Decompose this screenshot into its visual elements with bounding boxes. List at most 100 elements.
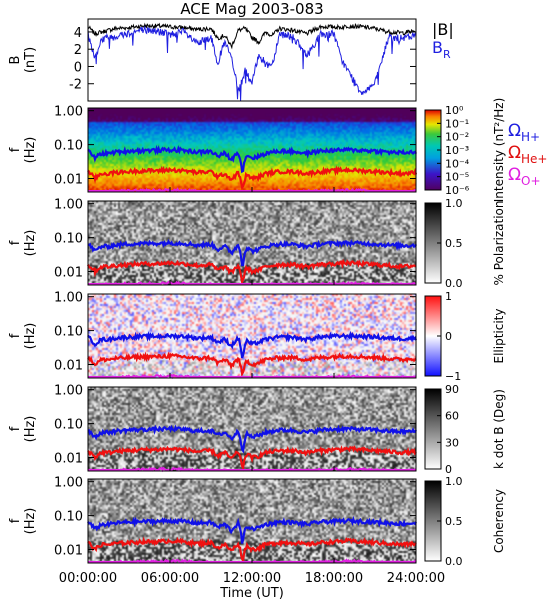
colorbar-tick-label: 90 bbox=[445, 383, 459, 396]
y-axis-label: f bbox=[8, 333, 23, 338]
panel-polarization: 1.00 0.10 0.01 f (Hz) 1.0 0.5 0.0 % Polarization bbox=[8, 197, 506, 290]
colorbar-tick-label: 60 bbox=[445, 410, 459, 423]
y-axis-label: (Hz) bbox=[23, 137, 38, 164]
plot-frame bbox=[87, 18, 417, 102]
series-line-0 bbox=[87, 22, 417, 50]
y-axis-label: f bbox=[8, 518, 23, 523]
panel-intensity: 1.00 0.10 0.01 f (Hz) 10⁰10⁻¹10⁻²10⁻³10⁻⁴10⁻⁵… bbox=[8, 98, 547, 203]
legend-label: ΩO+ bbox=[508, 165, 541, 188]
gyrofrequency-H-plus bbox=[87, 515, 417, 544]
x-tick-label: 24:00:00 bbox=[387, 571, 445, 586]
colorbar-tick-label: 10⁻³ bbox=[445, 144, 469, 157]
y-axis-label: (Hz) bbox=[23, 323, 38, 350]
panels: 420-2B (nT)|B|BR1.000.100.01f (Hz)10⁰10⁻¹1… bbox=[8, 18, 547, 568]
y-tick-label: 0.10 bbox=[54, 418, 83, 433]
colorbar-tick-label: 10⁻² bbox=[445, 131, 469, 144]
figure-title: ACE Mag 2003-083 bbox=[180, 0, 323, 18]
y-tick-label: 0.01 bbox=[54, 544, 83, 559]
y-tick-label: -2 bbox=[69, 78, 82, 93]
y-tick-label: 1.00 bbox=[54, 291, 83, 306]
gyrofrequency-H-plus bbox=[87, 144, 417, 174]
panel-k-dot-b: 1.00 0.10 0.01 f (Hz) 90 60 30 0 k dot B (Deg) bbox=[8, 383, 506, 476]
y-axis-label: f bbox=[8, 426, 23, 431]
panel-b: 420-2B (nT)|B|BR bbox=[8, 18, 454, 102]
panel-ellipticity: 1.00 0.10 0.01 f (Hz) 1 0 −1 Ellipticity bbox=[8, 290, 506, 383]
colorbar-tick-label: 0 bbox=[445, 463, 452, 476]
panel-coherency: 1.00 0.10 0.01 f (Hz) 1.0 0.5 0.0 Coherency bbox=[8, 475, 506, 568]
legend-subscript: O+ bbox=[521, 174, 541, 188]
legend-subscript: H+ bbox=[521, 130, 540, 144]
gyrofrequency-He-plus bbox=[87, 351, 417, 378]
x-tick-label: 00:00:00 bbox=[59, 571, 117, 586]
line-series-group bbox=[87, 22, 417, 102]
legend-text: B bbox=[432, 38, 443, 57]
colorbar-tick-label: 30 bbox=[445, 436, 459, 449]
legend-text: Ω bbox=[508, 165, 521, 185]
y-axis-label: (Hz) bbox=[23, 416, 38, 443]
colorbar-label: k dot B (Deg) bbox=[492, 389, 506, 469]
colorbar-tick-label: 0.0 bbox=[445, 555, 463, 568]
y-tick-label: 0.10 bbox=[54, 325, 83, 340]
colorbar: 1.0 0.5 0.0 % Polarization bbox=[424, 197, 506, 290]
colorbar-tick-label: 0.5 bbox=[445, 237, 463, 250]
legend-label: ΩH+ bbox=[508, 121, 540, 144]
y-tick-label: 0.01 bbox=[54, 266, 83, 281]
y-tick-label: 1.00 bbox=[54, 476, 83, 491]
colorbar-tick-label: 10⁻⁴ bbox=[445, 157, 470, 170]
gyrofrequency-H-plus bbox=[87, 424, 417, 454]
colorbar-tick-label: 0.0 bbox=[445, 277, 463, 290]
series-line-1 bbox=[87, 25, 417, 102]
x-tick-label: 12:00:00 bbox=[223, 571, 281, 586]
y-axis-label: (Hz) bbox=[23, 230, 38, 257]
colorbar-tick-label: 1.0 bbox=[445, 197, 463, 210]
colorbar-tick-label: 10⁻⁵ bbox=[445, 171, 469, 184]
colorbar-tick-label: 10⁰ bbox=[445, 104, 464, 117]
y-axis-label: (Hz) bbox=[23, 508, 38, 535]
colorbar-tick-label: 1.0 bbox=[445, 475, 463, 488]
gyrofrequency-He-plus bbox=[87, 165, 418, 191]
colorbar-bar bbox=[424, 388, 442, 470]
gyrofrequency-He-plus bbox=[87, 258, 417, 286]
legend-text: |B| bbox=[432, 20, 454, 39]
colorbar-tick-label: 0 bbox=[445, 330, 452, 343]
x-tick-label: 06:00:00 bbox=[141, 571, 199, 586]
colorbar-label: Intensity (nT²/Hz) bbox=[492, 98, 506, 203]
gyrofrequency-He-plus bbox=[87, 445, 417, 472]
x-tick-label: 18:00:00 bbox=[305, 571, 363, 586]
colorbar: 90 60 30 0 k dot B (Deg) bbox=[424, 383, 506, 476]
colorbar-label: % Polarization bbox=[492, 201, 506, 286]
y-tick-label: 0.10 bbox=[54, 510, 83, 525]
colorbar: 1.0 0.5 0.0 Coherency bbox=[424, 475, 506, 568]
colorbar-label: Ellipticity bbox=[492, 309, 506, 364]
colorbar-tick-label: 0.5 bbox=[445, 515, 463, 528]
y-tick-label: 0.01 bbox=[54, 452, 83, 467]
y-axis-label: B bbox=[8, 56, 23, 65]
gyrofrequency-H-plus bbox=[87, 239, 417, 267]
colorbar-tick-label: 1 bbox=[445, 290, 452, 303]
legend-text: Ω bbox=[508, 121, 521, 141]
legend-text: Ω bbox=[508, 143, 521, 163]
y-axis-label: f bbox=[8, 147, 23, 152]
y-axis-label: f bbox=[8, 240, 23, 245]
gyrofrequency-H-plus bbox=[87, 330, 418, 359]
y-tick-label: 0.01 bbox=[54, 359, 83, 374]
y-tick-label: 0.01 bbox=[54, 173, 83, 188]
y-tick-label: 1.00 bbox=[54, 384, 83, 399]
y-tick-label: 0.10 bbox=[54, 232, 83, 247]
y-tick-label: 0.10 bbox=[54, 139, 83, 154]
colorbar-label: Coherency bbox=[492, 489, 506, 553]
y-tick-label: 2 bbox=[74, 43, 82, 58]
gyrofrequency-He-plus bbox=[87, 536, 417, 564]
x-axis-label: Time (UT) bbox=[219, 586, 284, 600]
y-axis-label: (nT) bbox=[23, 47, 38, 73]
colorbar-tick-label: 10⁻⁶ bbox=[445, 184, 470, 197]
legend-label: BR bbox=[432, 38, 451, 61]
y-tick-label: 1.00 bbox=[54, 105, 83, 120]
y-tick-label: 4 bbox=[74, 26, 82, 41]
legend-label: ΩHe+ bbox=[508, 143, 547, 166]
y-tick-label: 1.00 bbox=[54, 198, 83, 213]
legend-subscript: R bbox=[443, 48, 451, 61]
colorbar: 1 0 −1 Ellipticity bbox=[424, 290, 506, 383]
